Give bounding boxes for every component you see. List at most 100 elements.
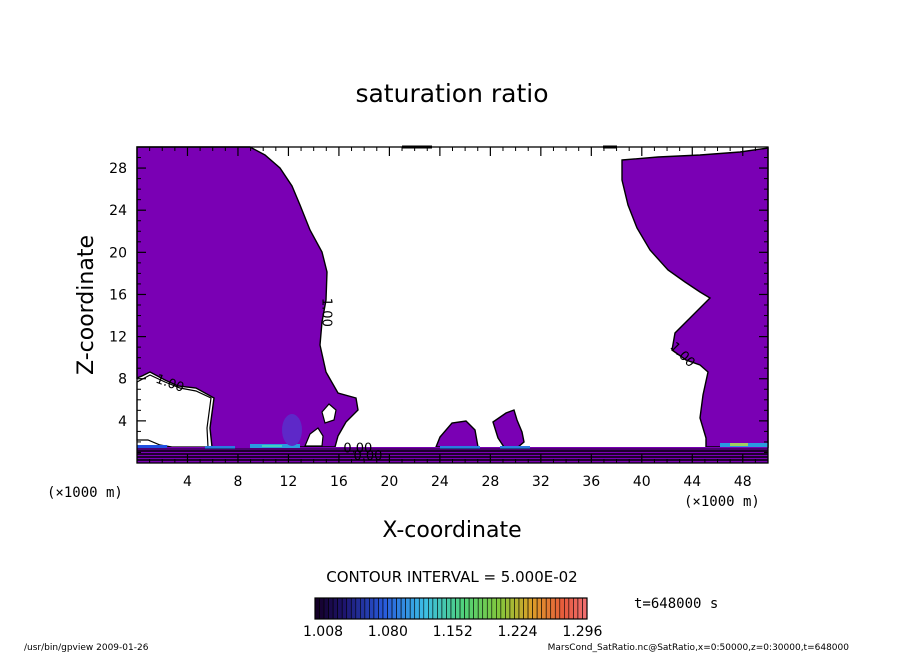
colorbar-segment	[400, 597, 406, 620]
footer-left: /usr/bin/gpview 2009-01-26	[24, 643, 149, 653]
colorbar-segment	[464, 597, 470, 620]
colorbar-frame	[314, 597, 588, 620]
colorbar-segment	[428, 597, 434, 620]
colorbar-segment	[396, 597, 402, 620]
colorbar-segment	[360, 597, 366, 620]
colorbar-segment	[523, 597, 529, 620]
contour-label: 0.00	[353, 449, 382, 464]
colorbar-segment	[432, 597, 438, 620]
contour-interval: CONTOUR INTERVAL = 5.000E-02	[326, 568, 577, 586]
colorbar-segment	[405, 597, 411, 620]
region-bottom-left-white	[136, 374, 212, 448]
ground-contours	[137, 448, 768, 461]
colorbar-segment	[418, 597, 425, 620]
colorbar-segment	[323, 597, 329, 620]
x-axis: 4 8 12 16 20 24 28 32 36 40 44 48	[149, 147, 769, 490]
colorbar-segment	[455, 597, 461, 620]
colorbar-segment	[541, 597, 547, 620]
region-left	[136, 146, 359, 449]
colorbar-segment	[500, 597, 506, 620]
colorbar-segment	[573, 597, 579, 620]
colorbar-segment	[509, 597, 515, 620]
colorbar-segment	[314, 597, 320, 620]
y-tick-label: 4	[118, 414, 127, 430]
contour-label: 0.00	[343, 441, 372, 456]
colorbar-segment	[337, 597, 343, 620]
colorbar-segment	[332, 597, 338, 620]
colorbar-segment	[350, 597, 357, 620]
y-axis-label: Z-coordinate	[74, 235, 99, 375]
x-tick-label: 36	[582, 474, 600, 490]
colorbar-segment	[378, 597, 384, 620]
region-mid-1	[434, 420, 479, 448]
x-tick-label: 8	[233, 474, 242, 490]
colorbar-segment	[482, 597, 488, 620]
colorbar-tick-label: 1.296	[562, 624, 602, 640]
colorbar-segment	[369, 597, 375, 620]
y-tick-label: 28	[109, 161, 127, 177]
colorbar-segment	[382, 597, 388, 620]
colorbar-segment	[582, 597, 588, 620]
colorbar-segment	[387, 597, 393, 620]
colorbar-segment	[554, 597, 561, 620]
y-tick-label: 24	[109, 203, 127, 219]
colorbar-segment	[364, 597, 370, 620]
colorbar-segment	[441, 597, 447, 620]
colorbar-segment	[536, 597, 542, 620]
colorbar-segment	[437, 597, 443, 620]
chart-title: saturation ratio	[355, 79, 548, 108]
colorbar-segment	[450, 597, 456, 620]
colorbar-segment	[355, 597, 361, 620]
colorbar-segment	[568, 597, 574, 620]
x-tick-label: 40	[633, 474, 651, 490]
colorbar-segment	[346, 597, 352, 620]
colorbar	[314, 597, 588, 620]
colorbar-segment	[496, 597, 502, 620]
colorbar-segment	[532, 597, 538, 620]
region-mid-2	[492, 409, 525, 448]
colorbar-segment	[477, 597, 484, 620]
plot-area	[136, 145, 769, 463]
ground-bands	[137, 414, 768, 449]
footer-right: MarsCond_SatRatio.nc@SatRatio,x=0:50000,…	[548, 643, 850, 653]
colorbar-segment	[527, 597, 533, 620]
x-axis-label: X-coordinate	[382, 518, 521, 543]
x-tick-label: 24	[431, 474, 449, 490]
contour-label: 1.00	[319, 298, 334, 327]
y-tick-label: 20	[109, 245, 127, 261]
colorbar-tick-label: 1.008	[303, 624, 343, 640]
region-left-gap	[304, 427, 324, 447]
colorbar-segment	[505, 597, 511, 620]
colorbar-segment	[446, 597, 452, 620]
time-label: t=648000 s	[634, 596, 718, 612]
x-tick-label: 16	[330, 474, 348, 490]
colorbar-segment	[518, 597, 524, 620]
colorbar-tick-label: 1.152	[433, 624, 473, 640]
x-tick-label: 20	[380, 474, 398, 490]
colorbar-segment	[550, 597, 556, 620]
colorbar-segment	[391, 597, 397, 620]
x-unit-label-right: (×1000 m)	[684, 494, 760, 510]
colorbar-segment	[459, 597, 465, 620]
colorbar-segment	[319, 597, 325, 620]
x-tick-label: 48	[734, 474, 752, 490]
y-tick-label: 8	[118, 372, 127, 388]
colorbar-segment	[373, 597, 379, 620]
colorbar-ticks: 1.008 1.080 1.152 1.224 1.296	[303, 624, 603, 640]
x-tick-label: 12	[280, 474, 298, 490]
region-right	[621, 147, 769, 448]
colorbar-segment	[486, 597, 493, 620]
x-tick-label: 28	[481, 474, 499, 490]
colorbar-tick-label: 1.080	[368, 624, 408, 640]
region-left-hole	[321, 403, 337, 424]
x-tick-label: 44	[683, 474, 701, 490]
colorbar-segment	[328, 597, 334, 620]
colorbar-segment	[341, 597, 348, 620]
colorbar-segment	[409, 597, 416, 620]
colorbar-segment	[514, 597, 520, 620]
x-unit-label-left: (×1000 m)	[47, 485, 123, 501]
colorbar-segment	[423, 597, 429, 620]
y-axis: 4 8 12 16 20 24 28	[109, 146, 768, 453]
y-tick-label: 12	[109, 330, 127, 346]
